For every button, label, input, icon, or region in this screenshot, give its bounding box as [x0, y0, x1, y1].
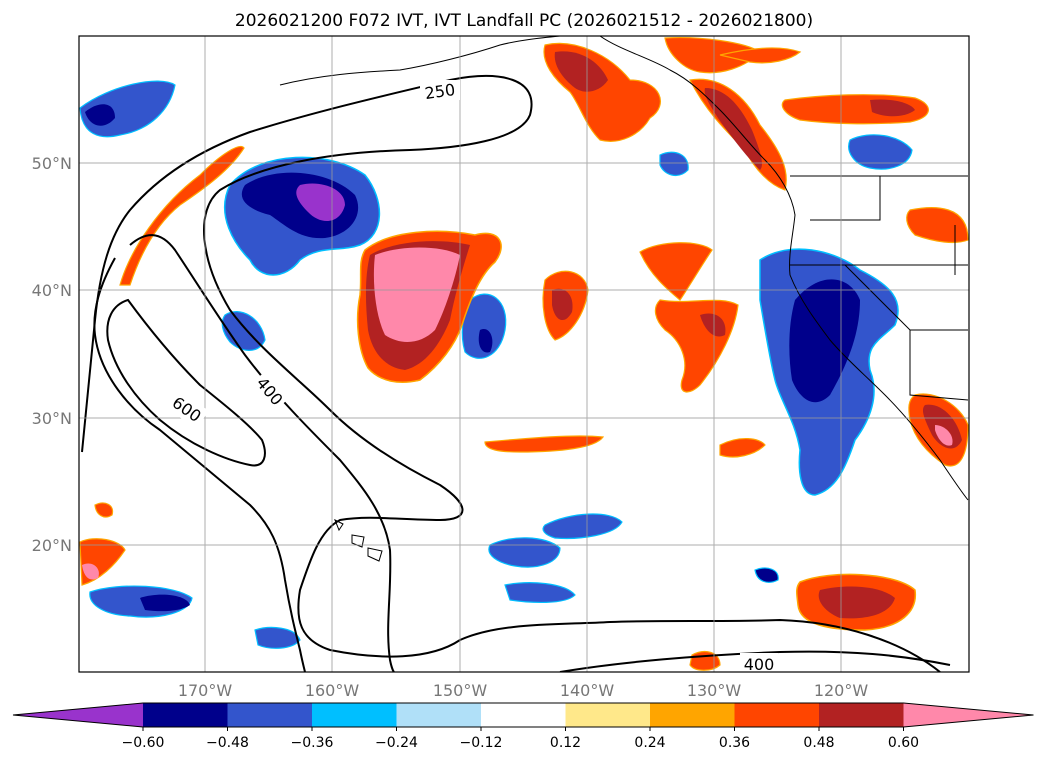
anomaly-region: [140, 594, 190, 612]
colorbar-tick-label: 0.60: [888, 735, 919, 751]
colorbar-tick-label: −0.48: [206, 735, 249, 751]
alaska-coast: [279, 36, 561, 86]
colorbar-tick-label: −0.60: [122, 735, 165, 751]
anomaly-region: [254, 626, 301, 649]
lon-label-170W: 170°W: [178, 681, 233, 700]
anomaly-region: [484, 435, 605, 453]
lon-label-150W: 150°W: [433, 681, 488, 700]
colorbar-extend-min: [13, 703, 143, 727]
colorbar-segment: [481, 703, 566, 727]
anomaly-region: [754, 567, 779, 583]
anomaly-region: [94, 502, 114, 518]
lon-label-140W: 140°W: [560, 681, 615, 700]
anomaly-region: [85, 104, 115, 126]
colorbar-labels: −0.60 −0.48 −0.36 −0.24 −0.12 0.12 0.24 0.36 0.4…: [122, 727, 919, 751]
anomaly-region: [719, 438, 766, 458]
anomaly-region: [488, 537, 561, 568]
anomaly-region: [542, 513, 623, 540]
contour-400-south: [559, 650, 951, 672]
state-border: [810, 176, 881, 221]
anomaly-region: [659, 151, 689, 177]
map-panel: 250 400 600 400: [79, 36, 969, 674]
contour-label: 400: [744, 655, 775, 674]
state-border: [909, 330, 969, 401]
anomaly-region: [79, 538, 126, 586]
anomaly-region: [552, 288, 573, 321]
anomaly-region: [789, 279, 860, 403]
colorbar-tick-label: 0.12: [550, 735, 581, 751]
anomaly-region: [700, 313, 726, 337]
anomaly-region: [82, 563, 99, 580]
contour-label: 250: [423, 80, 456, 103]
lon-label-130W: 130°W: [687, 681, 742, 700]
lat-label-20N: 20°N: [32, 536, 72, 555]
colorbar-segment: [650, 703, 735, 727]
colorbar-tick-label: −0.36: [291, 735, 334, 751]
negative-anomaly-regions: [79, 80, 913, 649]
colorbar-segment: [734, 703, 820, 727]
longitude-labels: 170°W 160°W 150°W 140°W 130°W 120°W: [178, 681, 869, 700]
colorbar-segment: [565, 703, 651, 727]
graticule: [79, 36, 969, 672]
colorbar: [12, 702, 1034, 728]
anomaly-region: [461, 293, 507, 359]
positive-anomaly-regions: [79, 37, 969, 671]
contour-400: [129, 234, 395, 672]
anomaly-region: [296, 183, 345, 222]
colorbar-segment: [143, 703, 228, 727]
lon-label-120W: 120°W: [814, 681, 869, 700]
colorbar-segment: [227, 703, 313, 727]
colorbar-segment: [396, 703, 482, 727]
anomaly-region: [554, 51, 608, 92]
anomaly-region: [664, 37, 761, 74]
anomaly-region: [922, 404, 962, 449]
colorbar-segment: [312, 703, 397, 727]
lat-label-30N: 30°N: [32, 409, 72, 428]
coastlines: [279, 36, 969, 562]
anomaly-region: [373, 247, 460, 342]
ivt-contours: [81, 75, 951, 672]
contour-250: [81, 75, 941, 672]
anomaly-region: [870, 99, 915, 117]
colorbar-segment: [819, 703, 904, 727]
anomaly-region: [848, 134, 913, 170]
anomaly-region: [935, 425, 953, 446]
colorbar-tick-label: 0.48: [803, 735, 834, 751]
anomaly-region: [906, 207, 969, 244]
anomaly-region: [639, 242, 713, 301]
latitude-labels: 50°N 40°N 30°N 20°N: [32, 154, 72, 555]
colorbar-extend-max: [903, 703, 1034, 727]
colorbar-tick-label: 0.36: [719, 735, 750, 751]
lat-label-50N: 50°N: [32, 154, 72, 173]
anomaly-region: [818, 586, 895, 619]
anomaly-region: [654, 299, 739, 393]
lat-label-40N: 40°N: [32, 281, 72, 300]
colorbar-tick-label: −0.12: [460, 735, 503, 751]
contour-400: [93, 257, 306, 672]
anomaly-region: [504, 582, 576, 604]
anomaly-region: [119, 146, 245, 286]
hawaii-islands: [334, 518, 383, 562]
colorbar-tick-label: −0.24: [375, 735, 418, 751]
anomaly-region: [719, 47, 802, 64]
anomaly-region: [478, 329, 493, 353]
lon-label-160W: 160°W: [305, 681, 360, 700]
contour-600: [106, 298, 266, 467]
anomaly-region: [221, 310, 266, 351]
colorbar-tick-label: 0.24: [634, 735, 665, 751]
map-title: 2026021200 F072 IVT, IVT Landfall PC (20…: [235, 11, 813, 31]
map-frame: [78, 35, 970, 673]
north-america-coast: [599, 36, 969, 501]
